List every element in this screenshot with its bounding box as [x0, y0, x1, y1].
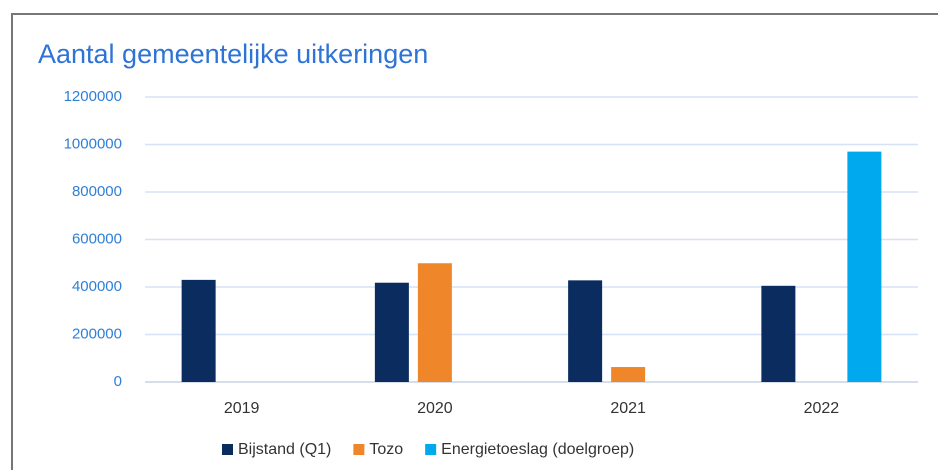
- y-tick-label: 400000: [72, 278, 122, 295]
- y-tick-label: 1200000: [64, 88, 122, 105]
- legend-label: Bijstand (Q1): [238, 441, 331, 458]
- x-tick-label: 2022: [804, 400, 840, 417]
- legend-swatch: [222, 444, 233, 455]
- bar: [847, 151, 882, 382]
- bar: [181, 279, 216, 382]
- legend-label: Energietoeslag (doelgroep): [441, 441, 634, 458]
- bar: [568, 280, 603, 382]
- chart-title: Aantal gemeentelijke uitkeringen: [38, 39, 428, 69]
- bar: [761, 285, 796, 382]
- bar: [417, 263, 452, 382]
- y-tick-label: 800000: [72, 183, 122, 200]
- x-tick-label: 2019: [224, 400, 260, 417]
- bar: [374, 282, 409, 382]
- y-tick-label: 1000000: [64, 135, 122, 152]
- legend-label: Tozo: [369, 441, 403, 458]
- bar: [611, 367, 646, 382]
- frame: [11, 13, 938, 470]
- legend-swatch: [353, 444, 365, 455]
- x-tick-label: 2020: [417, 400, 453, 417]
- y-tick-label: 0: [114, 373, 122, 390]
- y-tick-label: 200000: [72, 325, 122, 342]
- x-tick-label: 2021: [610, 400, 646, 417]
- y-tick-label: 600000: [72, 230, 122, 247]
- legend-swatch: [425, 444, 437, 455]
